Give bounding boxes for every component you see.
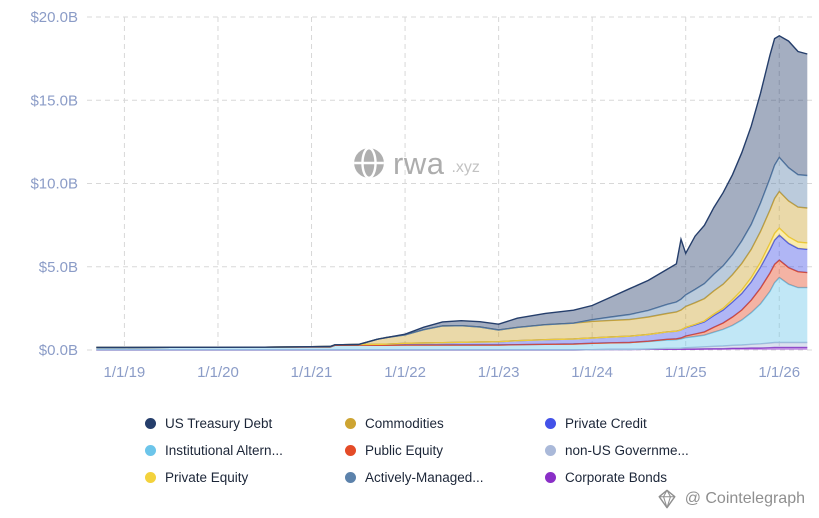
legend-item-corporate-bonds[interactable]: Corporate Bonds — [545, 468, 745, 486]
legend-color-dot — [545, 444, 556, 456]
chart-area: $0.0B $5.0B $10.0B $15.0B $20.0B 1/1/19 1/1/20… — [30, 9, 812, 381]
x-axis-tick-label: 1/1/22 — [384, 364, 426, 381]
area-border-us-treasury-debt — [96, 34, 808, 349]
x-axis-tick-label: 1/1/26 — [758, 364, 800, 381]
legend-label: Private Equity — [165, 469, 249, 485]
legend-item-public-equity[interactable]: Public Equity — [345, 441, 545, 459]
area-border-non-us-governme — [96, 341, 808, 351]
legend-color-dot — [145, 444, 156, 456]
legend-label: non-US Governme... — [565, 442, 689, 458]
legend-item-private-equity[interactable]: Private Equity — [145, 468, 345, 486]
attribution-text: @ Cointelegraph — [684, 490, 805, 507]
legend-color-dot — [145, 417, 156, 429]
legend-item-institutional-altern[interactable]: Institutional Altern... — [145, 441, 345, 459]
legend-label: US Treasury Debt — [165, 415, 273, 431]
legend-color-dot — [345, 444, 356, 456]
legend-color-dot — [145, 471, 156, 483]
chart-legend: US Treasury Debt Commodities Private Credi… — [145, 414, 819, 486]
x-axis-tick-label: 1/1/25 — [665, 364, 707, 381]
legend-label: Public Equity — [365, 442, 444, 458]
area-institutional-altern — [96, 277, 808, 350]
legend-item-private-credit[interactable]: Private Credit — [545, 414, 745, 432]
stacked-area-chart: $0.0B $5.0B $10.0B $15.0B $20.0B 1/1/19 1/1/20… — [30, 9, 812, 381]
y-axis-tick-label: $20.0B — [30, 9, 78, 26]
y-axis-tick-label: $15.0B — [30, 92, 78, 109]
legend-color-dot — [345, 417, 356, 429]
legend-label: Private Credit — [565, 415, 647, 431]
legend-label: Commodities — [365, 415, 444, 431]
legend-item-commodities[interactable]: Commodities — [345, 414, 545, 432]
legend-label: Institutional Altern... — [165, 442, 283, 458]
y-axis-tick-label: $10.0B — [30, 176, 78, 193]
legend-label: Actively-Managed... — [365, 469, 484, 485]
x-axis-tick-label: 1/1/21 — [291, 364, 333, 381]
x-axis-tick-label: 1/1/20 — [197, 364, 239, 381]
cointelegraph-attribution: @ Cointelegraph — [656, 488, 805, 510]
cointelegraph-logo-icon — [658, 489, 676, 509]
y-axis-tick-label: $0.0B — [39, 342, 78, 359]
legend-color-dot — [545, 417, 556, 429]
x-axis-tick-label: 1/1/24 — [571, 364, 613, 381]
legend-label: Corporate Bonds — [565, 469, 668, 485]
x-axis-tick-label: 1/1/19 — [104, 364, 146, 381]
x-axis-tick-label: 1/1/23 — [478, 364, 520, 381]
legend-color-dot — [545, 471, 556, 483]
legend-item-us-treasury-debt[interactable]: US Treasury Debt — [145, 414, 345, 432]
legend-color-dot — [345, 471, 356, 483]
area-corporate-bonds — [96, 347, 808, 350]
y-axis-tick-label: $5.0B — [39, 259, 78, 276]
legend-item-non-us-governme[interactable]: non-US Governme... — [545, 441, 745, 459]
legend-item-actively-managed[interactable]: Actively-Managed... — [345, 468, 545, 486]
